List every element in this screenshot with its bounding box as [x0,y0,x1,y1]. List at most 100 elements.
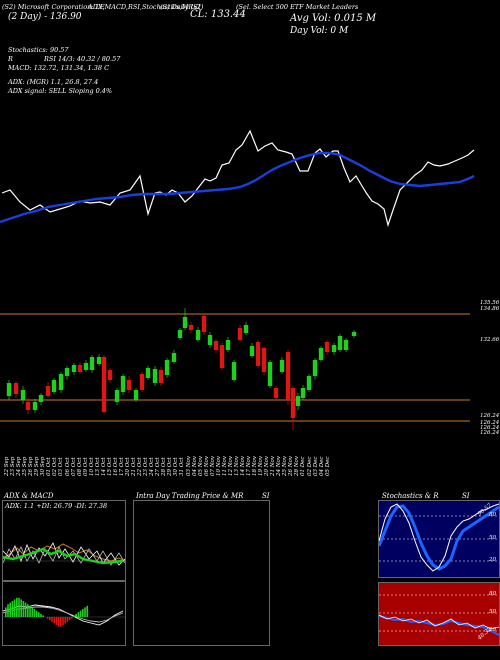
macd-bar [55,617,58,625]
close-price: CL: 133.44 [190,9,246,20]
date-label: 04 Dec [318,456,325,477]
candle-body [145,368,151,378]
stoch-tick: 50 [489,535,496,541]
macd-bar [7,604,9,617]
rsi-chart [379,594,499,636]
macd-bar [53,617,55,624]
macd-bar [42,615,44,617]
candle-body [182,317,188,328]
moving-average [0,151,475,224]
avg-volume: Avg Vol: 0.015 M [290,13,377,24]
macd-bar [77,612,80,617]
header-symbol-right: (Sel. Select 500 ETF Market Leaders [236,3,359,11]
candle-body [213,341,219,350]
stoch-panel-title: Stochastics & R [382,492,439,500]
date-label: 04 Nov [191,456,198,476]
candle-body [261,348,267,372]
candle-body [158,370,164,383]
macd-bar [5,607,7,617]
date-label: 03 Oct [58,457,65,476]
candle-body [201,316,207,332]
rsi-tick: 50 [489,609,496,615]
macd-bar [60,617,62,627]
macd-bar [22,601,25,617]
candle-body [45,386,51,396]
date-label: 14 Oct [100,457,107,476]
date-label: 10 Nov [215,456,222,476]
price-axis-label: 126.24 [480,420,500,426]
macd-bar [33,609,36,617]
price-axis-label: 126.24 [480,425,500,431]
candle-body [114,390,120,402]
macd-bar [40,613,42,617]
candle-body [71,365,77,372]
price-axis-label: 134.86 [480,306,500,312]
macd-bar [86,605,88,617]
rsi-panel: 80 50 20 40.32 [378,582,500,646]
stochastics-panel: 80 50 20 90.57 [378,500,500,578]
candle-body [126,380,132,390]
candle-body [255,342,261,366]
candle-body [318,348,324,360]
candle-body [331,345,337,352]
header-symbol-left: (S) Daily (x2) [160,3,204,11]
macd-bar [84,607,86,617]
macd-bar [71,617,73,619]
candle-body [312,360,318,376]
stoch-panel-suffix: SI [462,492,470,500]
candle-body [107,370,113,380]
macd-bar [27,604,29,617]
date-label: 11 Nov [221,456,228,476]
candle-body [237,328,243,340]
candle-body [285,352,291,400]
price-axis-label: 126.24 [480,430,500,436]
date-label: 06 Oct [64,457,71,476]
macd-bar [35,610,38,617]
date-label: 08 Oct [76,457,83,476]
candle-body [89,357,95,370]
date-label: 03 Dec [312,456,319,477]
candle-body [306,376,312,390]
candle-body [290,388,296,418]
candle-body [64,368,70,376]
candle-body [337,336,343,350]
candle-body [13,383,19,394]
candle-body [38,395,44,402]
candle-body [207,335,213,345]
price-axis-label: 132.66 [480,337,500,343]
macd-readout: MACD: 132.72, 131.34, 1.38 C [8,64,110,72]
candle-body [188,325,194,330]
candle-body [152,369,158,383]
macd-bar [73,615,75,617]
candle-body [164,360,170,375]
price-line [1,129,475,228]
candle-body [96,357,102,364]
date-label: 02 Dec [306,456,313,477]
macd-bar [29,605,31,617]
adx-panel: ADX: 1.1 +DI: 26.79 -DI: 27.38 [2,500,126,582]
stoch-tick: 20 [489,557,496,563]
date-label: 10 Oct [88,457,95,476]
adx-chart [3,542,125,566]
candlesticks [6,308,357,430]
header-left-title: (S2) Microsoft Corporation: LE [2,3,105,11]
stoch-tick: 80 [489,512,496,518]
stochastics-chart [379,503,499,572]
adx-panel-title: ADX & MACD [4,492,54,500]
candle-body [32,402,38,410]
date-label: 16 Oct [112,457,119,476]
macd-bar [57,617,60,627]
rsi-tick: 20 [489,627,496,633]
intraday-panel-suffix: SI [262,492,270,500]
macd-bar [49,617,51,621]
price-axis-label: 135.56 [480,300,500,306]
header-chart-links[interactable]: ADX,MACD,RSI,Stochastics,MRSI [88,3,201,11]
macd-bar [24,602,27,617]
macd-bar [82,609,84,617]
candle-body [58,374,64,390]
adx-readout: ADX: (MGR) 1.1, 26.8, 27.4 [8,78,99,86]
macd-bar [13,599,16,617]
candle-body [243,325,249,333]
candle-body [83,363,89,370]
date-label: 12 Nov [227,456,234,476]
